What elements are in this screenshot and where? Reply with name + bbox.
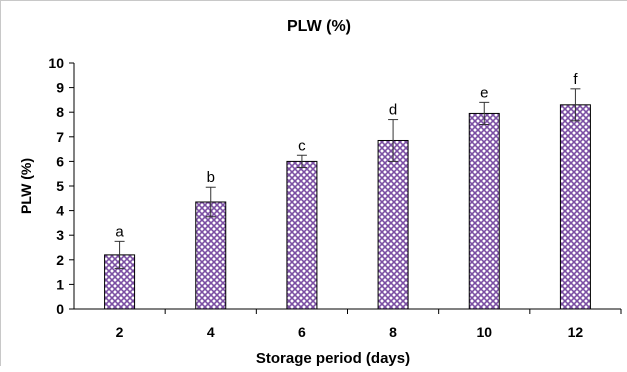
y-tick-label: 4 xyxy=(56,203,64,219)
y-tick-label: 0 xyxy=(56,301,64,317)
significance-letter: b xyxy=(207,169,215,186)
y-tick-label: 5 xyxy=(56,178,64,194)
bar-6 xyxy=(286,160,318,310)
y-tick-label: 8 xyxy=(56,104,64,120)
y-tick-label: 3 xyxy=(56,227,64,243)
chart-title: PLW (%) xyxy=(287,18,351,35)
bar-4 xyxy=(195,201,227,310)
bar-8 xyxy=(377,139,409,310)
bar-12 xyxy=(559,104,591,310)
significance-letter: d xyxy=(389,102,397,119)
x-tick-label: 12 xyxy=(568,324,584,340)
y-tick-label: 2 xyxy=(56,252,64,268)
significance-letter: a xyxy=(115,223,124,240)
x-tick-label: 6 xyxy=(298,324,306,340)
y-axis-label: PLW (%) xyxy=(18,158,34,214)
x-tick-label: 4 xyxy=(207,324,215,340)
significance-letter: c xyxy=(298,137,306,154)
x-tick-label: 10 xyxy=(476,324,492,340)
y-tick-label: 7 xyxy=(56,129,64,145)
x-tick-label: 8 xyxy=(389,324,397,340)
y-tick-label: 9 xyxy=(56,80,64,96)
y-tick-label: 10 xyxy=(48,55,64,71)
significance-letter: e xyxy=(480,84,488,101)
x-tick-label: 2 xyxy=(116,324,124,340)
y-tick-label: 1 xyxy=(56,276,64,292)
y-tick-label: 6 xyxy=(56,153,64,169)
bar-2 xyxy=(104,254,136,310)
significance-letter: f xyxy=(573,71,578,88)
x-axis-label: Storage period (days) xyxy=(256,350,410,367)
bar-10 xyxy=(468,112,500,310)
